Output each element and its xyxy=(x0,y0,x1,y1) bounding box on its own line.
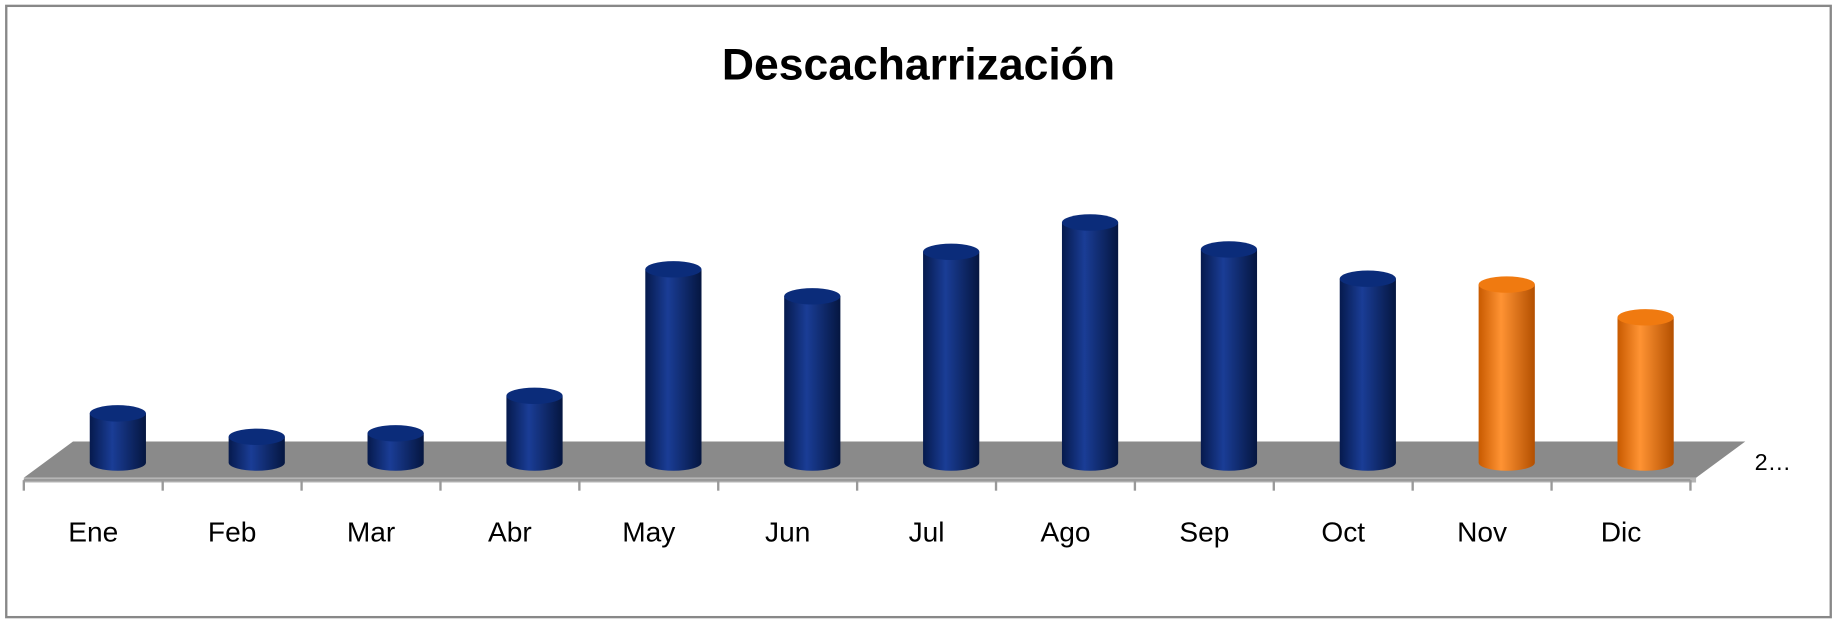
cylinder xyxy=(1339,278,1396,471)
cylinder-top xyxy=(1617,309,1674,326)
cylinder xyxy=(1478,284,1535,471)
cylinder-top xyxy=(89,405,146,422)
chart-title: Descacharrización xyxy=(722,41,1115,90)
floor xyxy=(23,441,1746,478)
cylinder-top xyxy=(1339,270,1396,287)
cylinder-top xyxy=(923,243,980,260)
cylinder xyxy=(645,269,702,471)
x-tick-label: Abr xyxy=(488,516,532,547)
cylinder xyxy=(367,433,424,471)
cylinder xyxy=(1061,222,1119,471)
cylinder-top xyxy=(1061,214,1119,231)
x-tick-label: Nov xyxy=(1457,516,1507,547)
x-tick-label: Feb xyxy=(208,516,256,547)
cylinder-top xyxy=(1478,276,1535,293)
cylinder-top xyxy=(506,387,563,405)
cylinder xyxy=(784,296,841,471)
x-tick-label: Mar xyxy=(347,516,395,547)
cylinder xyxy=(506,395,563,471)
cylinder-top xyxy=(645,261,702,278)
cylinder xyxy=(1200,249,1258,471)
x-tick-label: Jun xyxy=(765,516,810,547)
x-tick-label: Ene xyxy=(68,516,118,547)
cylinder-top xyxy=(367,425,424,442)
x-tick-label: Jul xyxy=(909,516,945,547)
cylinder-top xyxy=(1200,241,1258,258)
cylinder-top xyxy=(228,428,285,445)
x-tick-label: Sep xyxy=(1179,516,1229,547)
cylinder xyxy=(228,436,285,471)
cylinder xyxy=(1617,317,1674,471)
x-tick-label: Oct xyxy=(1321,516,1365,547)
x-tick-label: May xyxy=(622,516,675,547)
x-tick-label: Ago xyxy=(1040,516,1090,547)
series-label: 2… xyxy=(1755,449,1791,475)
x-tick-label: Dic xyxy=(1601,516,1642,547)
cylinder-top xyxy=(784,288,841,305)
cylinder xyxy=(923,251,980,471)
cylinder xyxy=(89,413,146,471)
